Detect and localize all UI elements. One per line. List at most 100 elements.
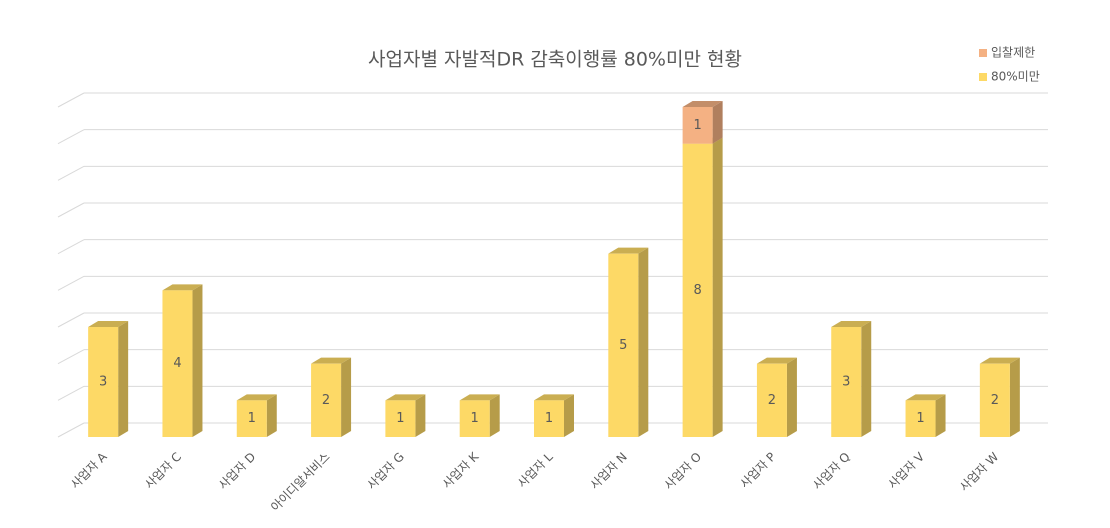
bar-side — [192, 284, 203, 437]
grid-line-side — [57, 349, 85, 365]
chart-title: 사업자별 자발적DR 감축이행률 80%미만 현황 — [368, 49, 742, 71]
grid-line-side — [57, 275, 85, 291]
x-tick-label: 아이디알서비스 — [268, 450, 333, 515]
grid-line — [57, 312, 1048, 328]
bar-side — [712, 101, 723, 144]
bar-front — [534, 400, 564, 437]
bar-top — [236, 394, 277, 401]
bar-side — [712, 137, 723, 437]
grid-line — [57, 239, 1048, 255]
grid-line-side — [57, 92, 85, 108]
grid-line — [57, 92, 1048, 108]
bar-front — [162, 290, 193, 437]
bar-front — [905, 400, 936, 437]
bar-top — [979, 357, 1020, 364]
bar-top — [385, 394, 426, 401]
bar-side — [564, 394, 574, 437]
bar-front — [88, 327, 119, 437]
legend-swatch — [979, 73, 987, 81]
x-tick-label: 사업자 O — [662, 450, 705, 493]
bar — [236, 394, 277, 437]
bar-side — [638, 247, 649, 437]
data-label: 1 — [693, 118, 701, 133]
bar-front — [385, 400, 416, 437]
legend-label: 80%미만 — [991, 70, 1040, 84]
legend-label: 입찰제한 — [991, 46, 1035, 60]
bar — [534, 394, 574, 437]
bar-top — [459, 394, 500, 401]
bar — [682, 137, 723, 437]
bar-top — [534, 394, 574, 401]
bar-side — [935, 394, 946, 437]
bar — [162, 284, 203, 437]
bar — [831, 321, 872, 437]
bar-top — [756, 357, 797, 364]
data-label: 1 — [396, 411, 404, 426]
legend-swatch — [979, 49, 987, 57]
grid-line — [57, 349, 1048, 365]
data-label: 2 — [768, 393, 776, 408]
grid-line-side — [57, 239, 85, 255]
bar-front — [756, 363, 787, 437]
data-label: 8 — [693, 283, 701, 298]
x-tick-label: 사업자 Q — [810, 450, 853, 493]
bar-top — [682, 101, 723, 107]
bar — [608, 247, 649, 437]
bar-side — [489, 394, 500, 437]
grid-line — [57, 385, 1048, 401]
bar-top — [162, 284, 203, 291]
grid-line-side — [57, 165, 85, 181]
data-label: 1 — [545, 411, 553, 426]
data-label: 1 — [248, 411, 256, 426]
data-label: 1 — [471, 411, 479, 426]
data-label: 3 — [842, 375, 850, 390]
bar — [88, 321, 129, 437]
x-tick-label: 사업자 K — [440, 449, 482, 491]
bar-side — [266, 394, 277, 437]
bar-top — [831, 321, 872, 327]
bar-side — [415, 394, 426, 437]
data-label: 4 — [173, 356, 181, 371]
bar-front — [608, 253, 639, 437]
bar-side — [1009, 357, 1020, 437]
bar-side — [341, 357, 352, 437]
bar-top — [905, 394, 946, 401]
x-tick-label: 사업자 P — [737, 450, 778, 491]
bar — [311, 357, 352, 437]
data-label: 2 — [322, 393, 330, 408]
bar — [385, 394, 426, 437]
data-label: 1 — [916, 411, 924, 426]
grid-line-side — [57, 312, 85, 328]
bar-top — [608, 247, 649, 254]
grid-line — [57, 165, 1048, 181]
grid-line — [57, 129, 1048, 145]
bar-front — [979, 363, 1010, 437]
bar — [905, 394, 946, 437]
x-tick-label: 사업자 C — [142, 450, 184, 492]
bar-front — [831, 327, 862, 437]
bar-side — [786, 357, 797, 437]
grid-line — [57, 202, 1048, 218]
bar — [756, 357, 797, 437]
grid-line-side — [57, 385, 85, 401]
x-tick-label: 사업자 A — [68, 449, 110, 491]
data-label: 2 — [991, 393, 999, 408]
data-label: 5 — [619, 338, 627, 353]
grid-line — [57, 275, 1048, 291]
data-label: 3 — [99, 375, 107, 390]
x-tick-label: 사업자 D — [216, 450, 259, 493]
x-tick-label: 사업자 G — [364, 450, 407, 493]
bar-front — [682, 143, 713, 437]
bar-top — [88, 321, 129, 327]
bar-front — [682, 107, 713, 144]
bar-side — [118, 321, 129, 437]
bar — [682, 101, 723, 144]
grid-line-side — [57, 422, 85, 438]
bar-top — [311, 357, 352, 364]
bar — [979, 357, 1020, 437]
x-tick-label: 사업자 W — [957, 450, 1002, 495]
bar-side — [861, 321, 872, 437]
x-tick-label: 사업자 L — [515, 449, 556, 490]
bar — [459, 394, 500, 437]
